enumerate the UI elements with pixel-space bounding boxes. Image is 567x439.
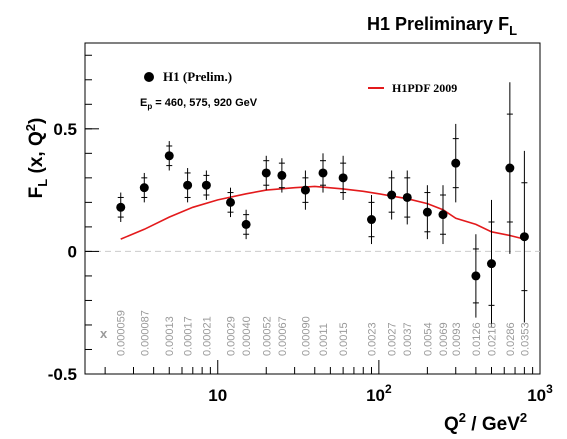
x-value-label: 0.0015 [338, 322, 350, 356]
x-value-label: 0.0353 [519, 322, 531, 356]
y-axis-label: FL (x, Q2) [23, 118, 50, 199]
x-row-label: x [100, 326, 108, 341]
x-value-label: 0.00021 [201, 316, 213, 356]
data-point [277, 170, 287, 180]
data-point [226, 197, 236, 207]
data-point [116, 202, 126, 212]
data-point [367, 215, 377, 225]
theory-curve-layer [120, 185, 525, 240]
legend-data-label: H1 (Prelim.) [163, 69, 232, 84]
x-value-label: 0.00029 [226, 316, 238, 356]
data-point [486, 259, 496, 269]
y-tick-label: 0.5 [53, 120, 77, 139]
data-point [164, 151, 174, 161]
data-point [183, 180, 193, 190]
legend-energy-label: Ep = 460, 575, 920 GeV [140, 97, 258, 111]
plot-frame [84, 42, 541, 375]
x-value-label: 0.0037 [402, 322, 414, 356]
data-point [300, 185, 310, 195]
y-tick-label: -0.5 [48, 365, 77, 384]
x-value-label: 0.000059 [116, 310, 128, 356]
data-point [201, 180, 211, 190]
x-axis-label: Q2 / GeV2 [444, 410, 527, 435]
data-point [261, 168, 271, 178]
data-point [422, 207, 432, 217]
x-value-label: 0.0027 [387, 322, 399, 356]
data-point [451, 158, 461, 168]
data-point [402, 192, 412, 202]
data-point [241, 219, 251, 229]
x-value-label: 0.0054 [422, 322, 434, 356]
x-tick-label: 103 [527, 382, 553, 405]
x-value-label: 0.0011 [318, 323, 330, 356]
x-value-label: 0.00040 [241, 316, 253, 356]
y-tick-label: 0 [68, 242, 77, 261]
data-point [139, 183, 149, 193]
x-value-label: 0.0218 [487, 322, 499, 356]
legend-curve-label: H1PDF 2009 [392, 81, 457, 95]
x-value-label: 0.0069 [438, 322, 450, 356]
x-value-label: 0.0286 [505, 322, 517, 356]
x-value-label: 0.00013 [164, 316, 176, 356]
data-point [519, 232, 529, 242]
x-value-label: 0.0126 [471, 322, 483, 356]
x-value-label: 0.0093 [451, 322, 463, 356]
x-value-label: 0.00017 [183, 316, 195, 356]
data-point [318, 168, 328, 178]
x-value-label: 0.000087 [139, 310, 151, 356]
x-tick-label: 10 [208, 386, 227, 405]
data-point [338, 173, 348, 183]
x-values-layer: 0.000059 0.000087 0.00013 0.00017 0.00021 0.0… [116, 310, 532, 356]
legend-data-marker [144, 72, 154, 82]
x-value-label: 0.00090 [300, 316, 312, 356]
x-tick-label: 102 [366, 382, 392, 405]
chart-title: H1 Preliminary FL [367, 14, 517, 38]
x-value-label: 0.00052 [261, 316, 273, 356]
data-points-layer [116, 82, 529, 328]
x-value-label: 0.0023 [367, 322, 379, 356]
data-point [438, 210, 448, 220]
h1pdf-2009-curve [120, 185, 525, 240]
axes: -0.5 0 0.5 10 102 103 [48, 54, 553, 405]
x-value-label: 0.00067 [277, 316, 289, 356]
data-point [505, 163, 515, 173]
data-point [471, 271, 481, 281]
data-point [387, 190, 397, 200]
